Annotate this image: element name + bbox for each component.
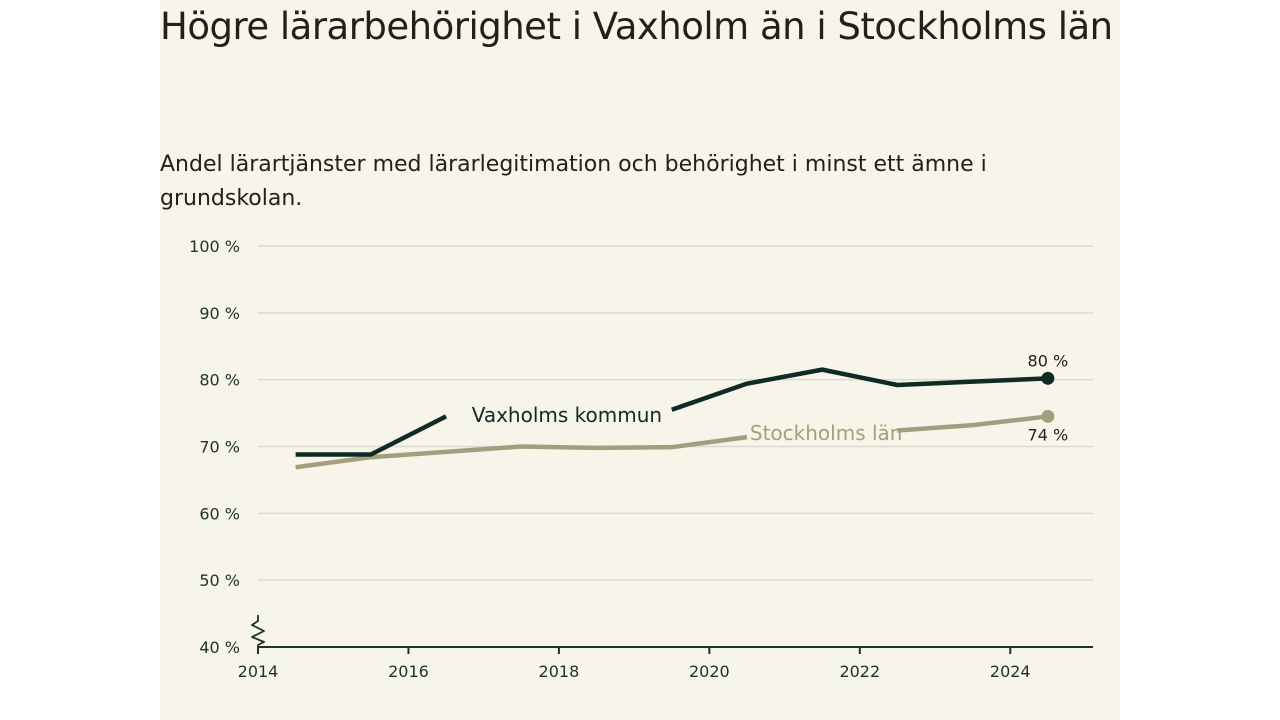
- x-tick-label: 2022: [839, 662, 880, 681]
- chart-subtitle: Andel lärartjänster med lärarlegitimatio…: [160, 152, 987, 211]
- x-tick-label: 2020: [689, 662, 730, 681]
- y-tick-label: 80 %: [199, 371, 240, 390]
- axis-break-icon: [251, 615, 265, 647]
- series-line: [295, 367, 1048, 457]
- end-point: [1041, 409, 1055, 423]
- x-tick-label: 2016: [388, 662, 429, 681]
- y-tick-label: 70 %: [199, 438, 240, 457]
- line-chart: 40 % 50 % 60 % 70 % 80 % 90 % 100 % 2014 2016 201…: [189, 237, 1093, 681]
- y-tick-label: 90 %: [199, 304, 240, 323]
- series-line: [295, 414, 1049, 470]
- x-tick-label: 2014: [238, 662, 279, 681]
- end-value-label: 74 %: [1028, 425, 1069, 444]
- y-tick-label: 40 %: [199, 638, 240, 657]
- chart-title: Högre lärarbehörighet i Vaxholm än i Sto…: [160, 5, 1113, 48]
- x-tick-label: 2018: [539, 662, 580, 681]
- y-tick-label: 100 %: [189, 237, 240, 256]
- end-value-label: 80 %: [1028, 351, 1069, 370]
- y-tick-label: 60 %: [199, 504, 240, 523]
- y-tick-label: 50 %: [199, 571, 240, 590]
- x-tick-label: 2024: [990, 662, 1031, 681]
- series-label: Stockholms län: [750, 421, 903, 445]
- series-label: Vaxholms kommun: [472, 403, 662, 427]
- end-point: [1041, 371, 1055, 385]
- chart-card: Högre lärarbehörighet i Vaxholm än i Sto…: [160, 0, 1120, 720]
